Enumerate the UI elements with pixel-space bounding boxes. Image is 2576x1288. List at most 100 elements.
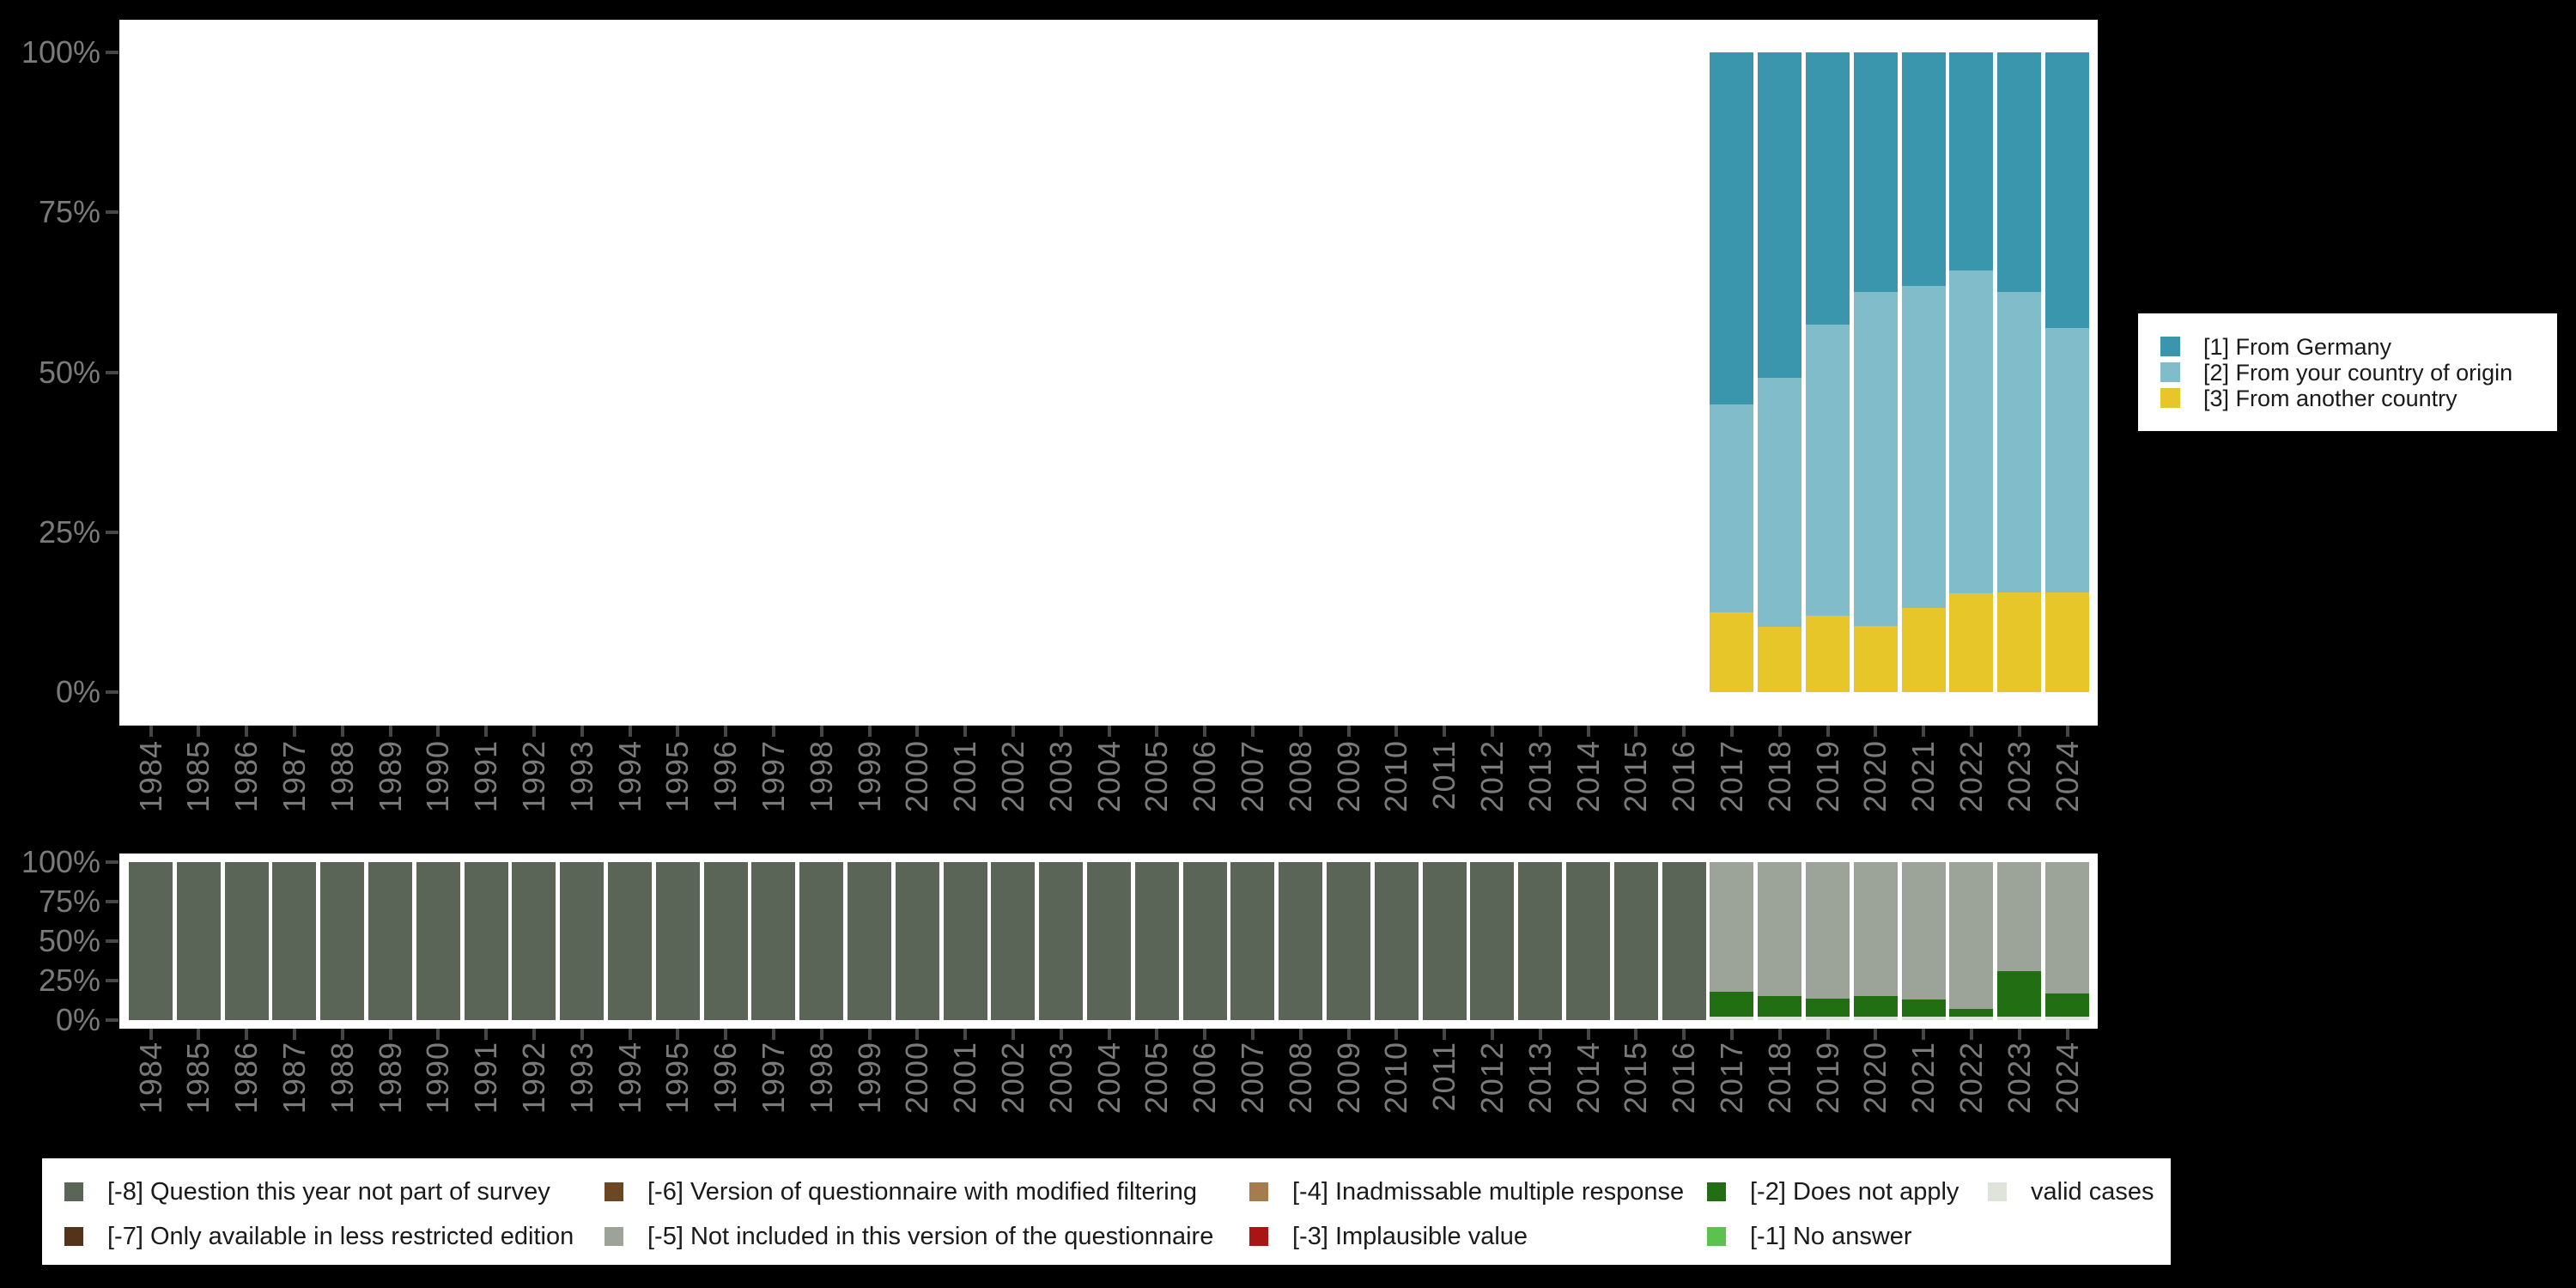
bar-segment-top-distribution-2023-s0 <box>1997 52 2042 292</box>
x-axis-tick <box>1490 1029 1494 1040</box>
x-axis-tick-label: 1985 <box>180 1042 216 1115</box>
bar-segment-top-distribution-2021-s1 <box>1901 285 1946 608</box>
x-axis-tick <box>1682 726 1686 737</box>
x-axis-tick <box>1155 726 1159 737</box>
legend-swatch <box>1249 1227 1268 1246</box>
x-axis-tick <box>1874 726 1878 737</box>
x-axis-tick-label: 2007 <box>1234 740 1270 813</box>
bar-segment-bottom-missings-1997-s0 <box>751 862 796 1020</box>
x-axis-tick <box>1777 1029 1782 1040</box>
x-axis-tick-label: 2004 <box>1091 740 1127 813</box>
bar-segment-top-distribution-2022-s2 <box>1949 593 1994 692</box>
x-axis-tick-label: 1989 <box>372 740 408 813</box>
x-axis-tick <box>1634 1029 1638 1040</box>
bar-segment-bottom-missings-2003-s0 <box>1039 862 1084 1020</box>
x-axis-tick <box>1203 1029 1207 1040</box>
bar-segment-top-distribution-2020-s2 <box>1853 625 1898 692</box>
bar-segment-top-distribution-2024-s2 <box>2045 592 2089 692</box>
bar-segment-top-distribution-2020-s1 <box>1853 291 1898 626</box>
bar-segment-bottom-missings-2013-s0 <box>1518 862 1563 1020</box>
bar-segment-bottom-missings-2001-s0 <box>943 862 987 1020</box>
x-axis-tick-label: 2017 <box>1713 1042 1749 1115</box>
bar-segment-bottom-missings-2017-s3 <box>1710 1017 1754 1020</box>
x-axis-tick-label: 2001 <box>947 740 983 813</box>
bar-segment-bottom-missings-2019-s3 <box>1806 1017 1850 1020</box>
x-axis-tick-label: 2014 <box>1570 740 1606 813</box>
bar-segment-bottom-missings-2006-s0 <box>1182 862 1227 1020</box>
bar-segment-bottom-missings-2021-s2 <box>1901 999 1946 1018</box>
x-axis-tick <box>340 726 344 737</box>
x-axis-tick-label: 1991 <box>468 740 504 813</box>
x-axis-tick <box>436 726 440 737</box>
x-axis-tick <box>1298 1029 1303 1040</box>
bar-segment-bottom-missings-2024-s3 <box>2045 1017 2089 1020</box>
bar-segment-bottom-missings-2024-s1 <box>2045 862 2089 994</box>
x-axis-tick-label: 2014 <box>1570 1042 1606 1115</box>
legend-swatch <box>2160 362 2180 382</box>
bar-segment-bottom-missings-1984-s0 <box>129 862 173 1020</box>
x-axis-tick-label: 2019 <box>1809 740 1845 813</box>
x-axis-tick-label: 1990 <box>420 740 456 813</box>
x-axis-tick-label: 1986 <box>228 740 264 813</box>
x-axis-tick-label: 2001 <box>947 1042 983 1115</box>
x-axis-tick <box>676 726 680 737</box>
x-axis-tick-label: 1995 <box>659 1042 696 1115</box>
x-axis-tick-label: 2024 <box>2049 1042 2085 1115</box>
x-axis-tick <box>436 1029 440 1040</box>
x-axis-tick-label: 2016 <box>1666 1042 1702 1115</box>
x-axis-tick <box>1107 726 1111 737</box>
bar-segment-bottom-missings-2023-s2 <box>1997 971 2042 1018</box>
bar-segment-top-distribution-2019-s1 <box>1806 325 1850 617</box>
x-axis-tick <box>1011 726 1015 737</box>
x-axis-tick <box>388 1029 392 1040</box>
x-axis-tick <box>1107 1029 1111 1040</box>
bar-segment-top-distribution-2023-s1 <box>1997 291 2042 592</box>
x-axis-tick <box>1203 726 1207 737</box>
x-axis-tick-label: 2022 <box>1953 1042 1989 1115</box>
x-axis-tick <box>1729 1029 1734 1040</box>
x-axis-tick <box>340 1029 344 1040</box>
x-axis-tick-label: 2018 <box>1761 1042 1797 1115</box>
x-axis-tick <box>963 726 968 737</box>
x-axis-tick <box>1490 726 1494 737</box>
y-axis-tick-label: 100% <box>21 844 100 879</box>
legend-swatch <box>64 1227 83 1246</box>
x-axis-tick <box>1729 726 1734 737</box>
y-axis-tick <box>106 900 118 903</box>
legend-label: [3] From another country <box>2203 386 2458 411</box>
bar-segment-bottom-missings-2021-s1 <box>1901 862 1946 1000</box>
bar-segment-bottom-missings-1985-s0 <box>176 862 221 1020</box>
x-axis-tick-label: 2015 <box>1618 1042 1654 1115</box>
x-axis-tick <box>867 1029 872 1040</box>
x-axis-tick-label: 1994 <box>611 740 647 813</box>
legend-label: [-7] Only available in less restricted e… <box>107 1223 574 1250</box>
x-axis-tick <box>388 726 392 737</box>
x-axis-tick-label: 2021 <box>1905 740 1941 813</box>
y-axis-tick <box>106 1018 118 1022</box>
x-axis-tick-label: 2002 <box>994 1042 1030 1115</box>
bar-segment-bottom-missings-2005-s0 <box>1134 862 1179 1020</box>
x-axis-tick <box>1777 726 1782 737</box>
x-axis-tick-label: 1993 <box>563 1042 599 1115</box>
x-axis-tick-label: 1991 <box>468 1042 504 1115</box>
bar-segment-top-distribution-2017-s0 <box>1710 52 1754 405</box>
legend-swatch <box>1249 1182 1268 1201</box>
x-axis-tick <box>2065 726 2069 737</box>
x-axis-tick <box>2017 726 2021 737</box>
x-axis-tick-label: 2000 <box>899 740 935 813</box>
legend-label: [2] From your country of origin <box>2203 360 2513 386</box>
x-axis-tick <box>1634 726 1638 737</box>
bar-segment-bottom-missings-2002-s0 <box>991 862 1036 1020</box>
bar-segment-bottom-missings-2021-s3 <box>1901 1017 1946 1020</box>
legend-swatch <box>2160 337 2180 356</box>
x-axis-tick <box>1826 1029 1830 1040</box>
x-axis-tick <box>1682 1029 1686 1040</box>
x-axis-tick <box>1586 1029 1590 1040</box>
bar-segment-bottom-missings-2000-s0 <box>895 862 939 1020</box>
bar-segment-bottom-missings-2023-s1 <box>1997 862 2042 972</box>
bar-segment-bottom-missings-2012-s0 <box>1470 862 1515 1020</box>
x-axis-tick-label: 2003 <box>1042 1042 1078 1115</box>
bar-segment-bottom-missings-1987-s0 <box>272 862 317 1020</box>
x-axis-tick-label: 2010 <box>1378 1042 1414 1115</box>
y-axis-tick-label: 25% <box>38 963 100 998</box>
